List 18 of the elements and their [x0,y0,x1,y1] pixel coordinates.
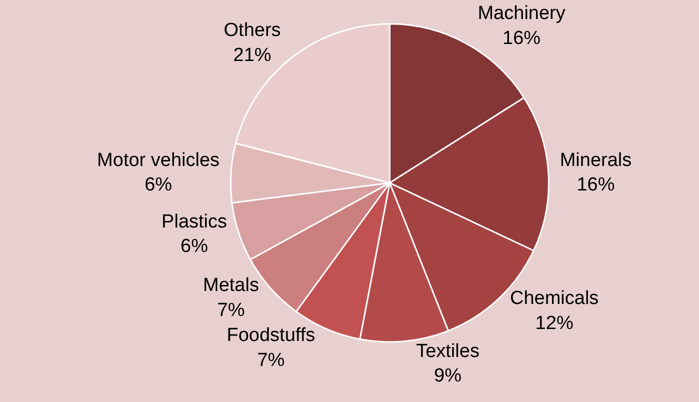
data-label: 6% [144,174,172,196]
slice-label: Foodstuffs [226,325,316,346]
data-label: 6% [180,236,208,258]
slice-label: Plastics [162,211,228,232]
data-label: 16% [502,28,541,49]
data-label: 16% [576,174,615,196]
slice-label: Chemicals [510,288,599,310]
slice-label: Others [224,20,281,42]
data-label: 21% [233,44,272,66]
data-label: 9% [434,366,462,387]
data-label: 7% [217,300,245,321]
slice-label: Minerals [560,150,632,171]
slice-label: Motor vehicles [97,150,220,171]
slice-label: Machinery [478,3,566,24]
slice-label: Textiles [416,341,480,362]
slice-label: Metals [203,275,259,296]
data-label: 7% [257,350,285,371]
data-label: 12% [535,312,574,334]
